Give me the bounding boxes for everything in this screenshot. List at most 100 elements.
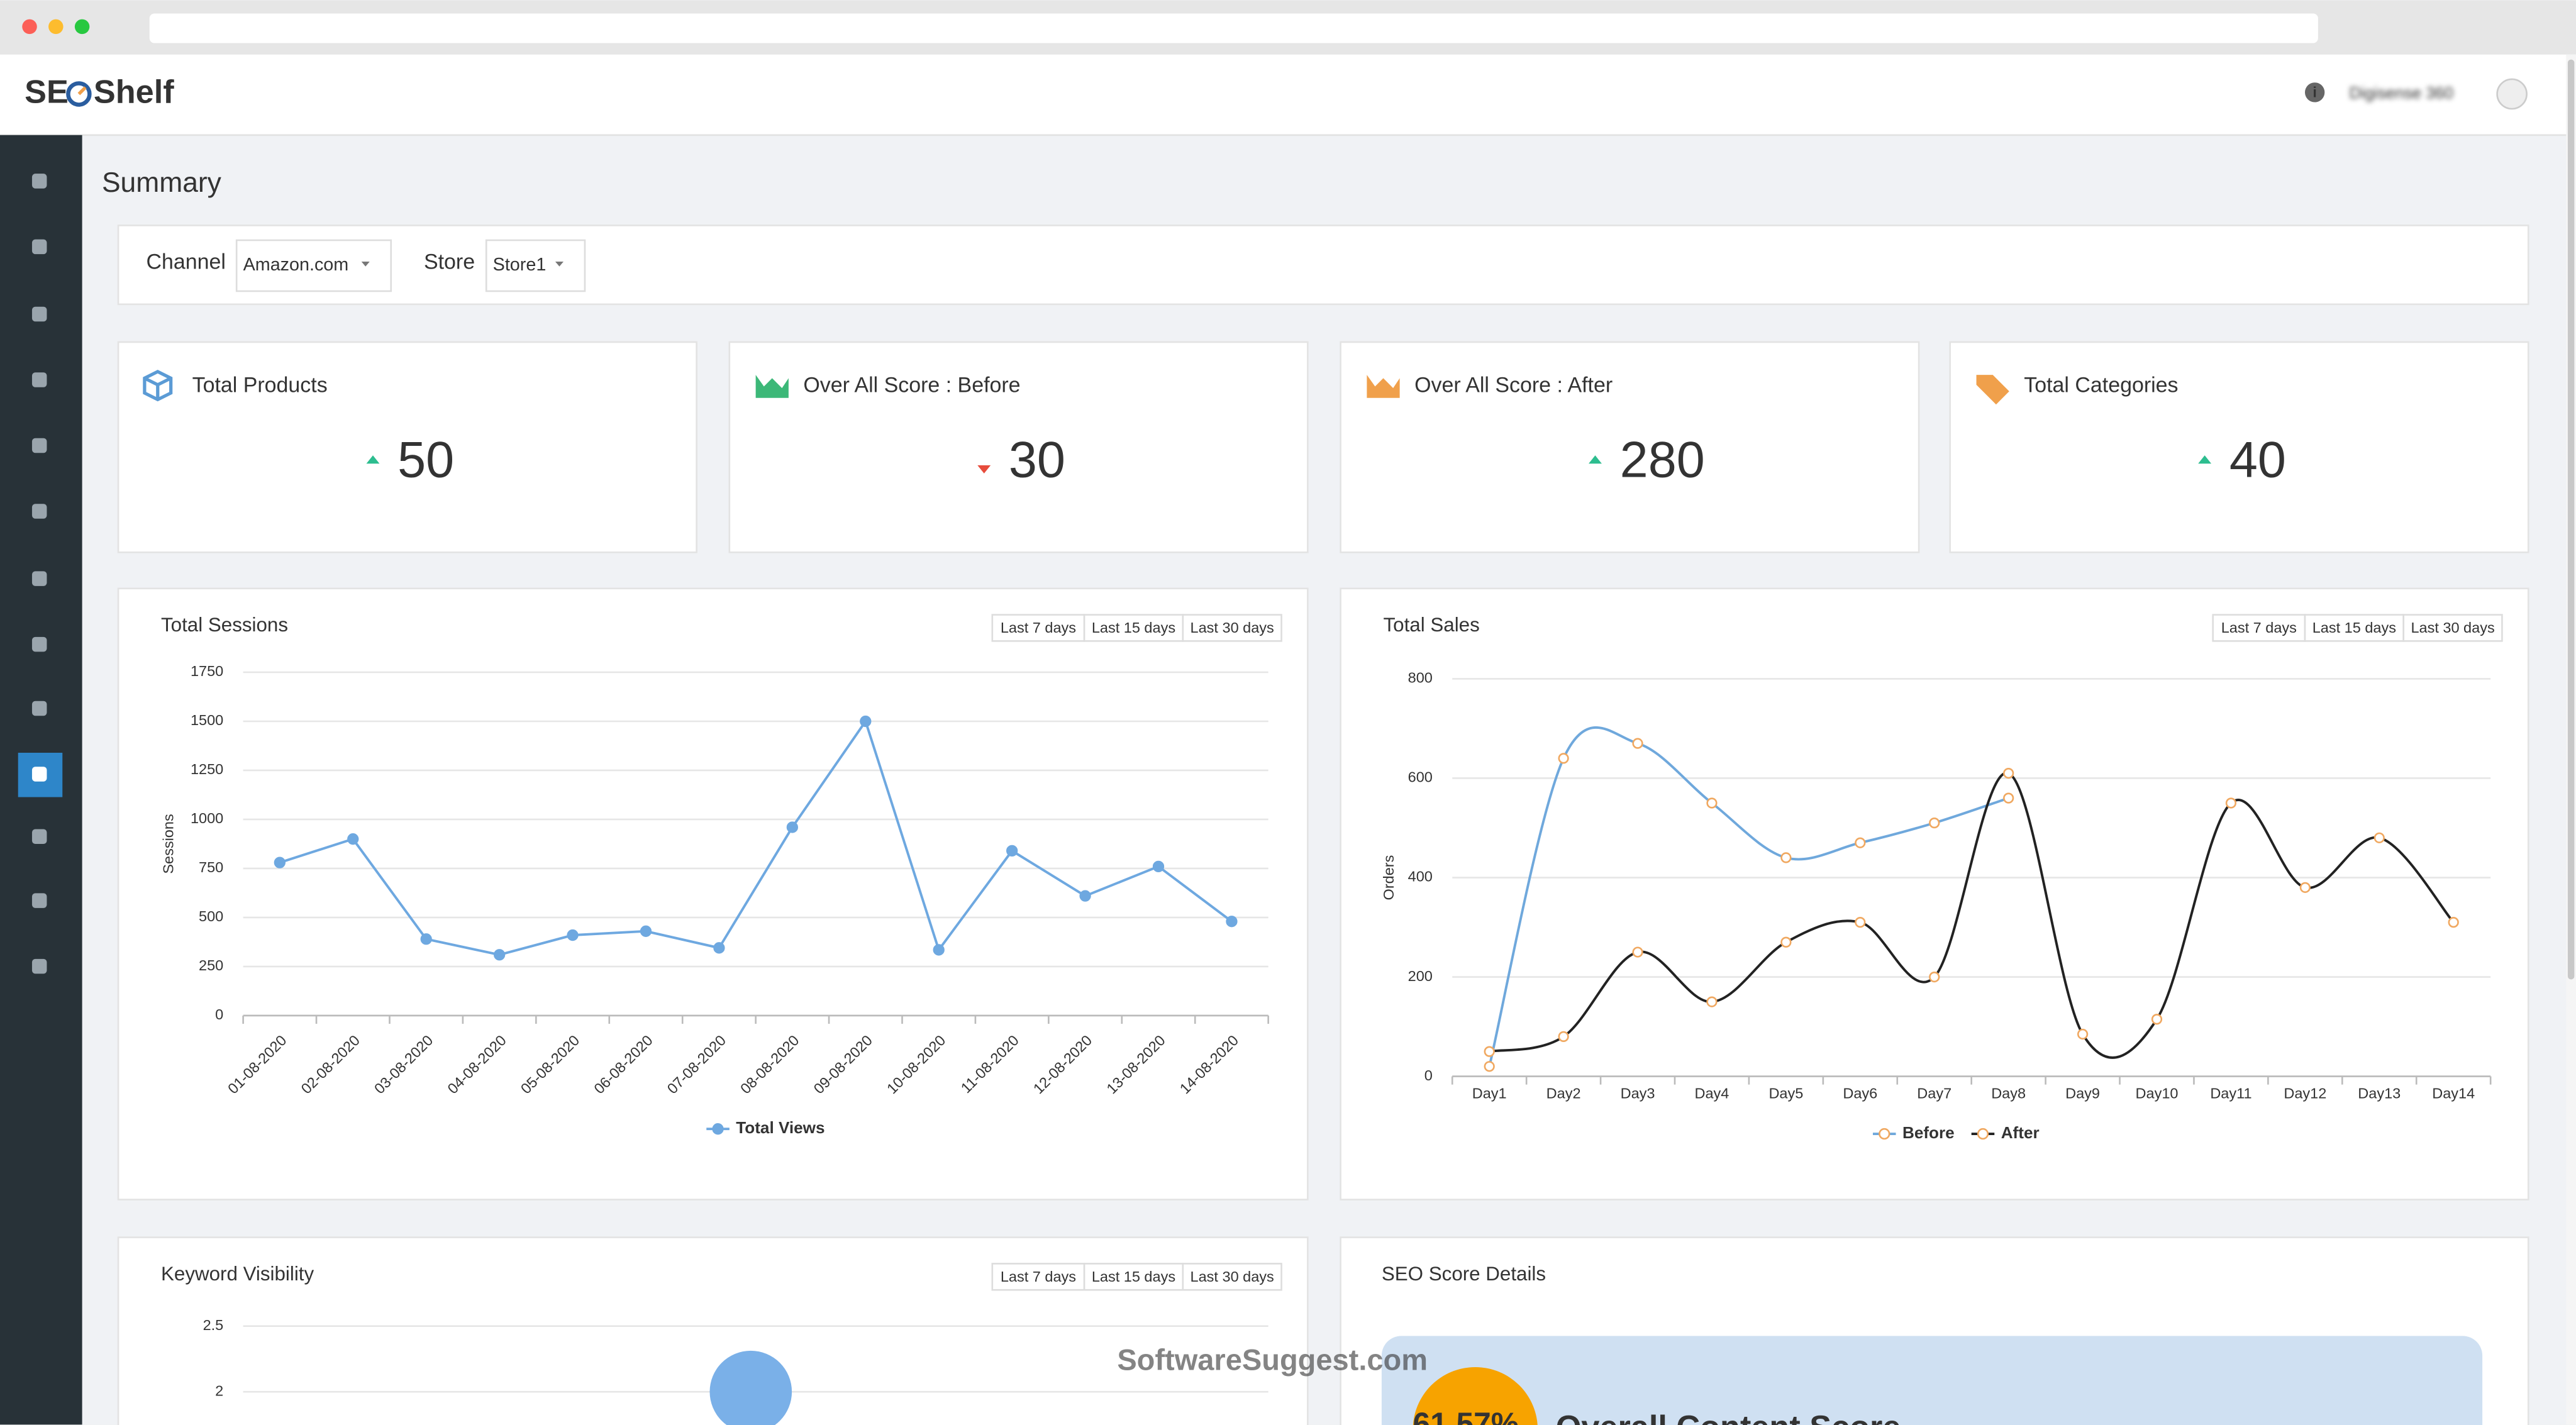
x-tick-label: Day13: [2358, 1085, 2401, 1102]
x-tick-label: Day5: [1768, 1085, 1803, 1102]
card-value: 50: [397, 432, 454, 489]
chart-title: Total Sales: [1384, 614, 1480, 636]
y-tick-label: 500: [199, 908, 223, 924]
x-tick-label: Day12: [2284, 1085, 2326, 1102]
page-title: Summary: [102, 167, 222, 198]
sidebar-icon[interactable]: [31, 701, 47, 716]
range-label: Last 7 days: [1001, 619, 1076, 636]
data-point: [713, 942, 725, 954]
card: [117, 341, 697, 553]
logo-right[interactable]: Shelf: [94, 74, 174, 110]
data-point: [567, 929, 579, 941]
data-point: [1706, 996, 1718, 1007]
filter-select[interactable]: [485, 239, 586, 292]
sidebar-icon[interactable]: [31, 438, 47, 453]
range-button[interactable]: [1182, 1263, 1282, 1291]
range-button[interactable]: [1083, 1263, 1184, 1291]
data-point: [786, 821, 798, 833]
card: [728, 341, 1309, 553]
y-tick-label: 1000: [191, 810, 223, 826]
range-button[interactable]: [2402, 614, 2503, 642]
data-point: [1855, 837, 1866, 848]
x-tick-label: Day8: [1991, 1085, 2026, 1102]
data-point: [1780, 852, 1792, 863]
trend-arrow: [2198, 455, 2212, 464]
data-point: [2448, 917, 2459, 928]
data-point: [1558, 753, 1569, 764]
data-point: [2373, 832, 2385, 843]
scrollbar-thumb[interactable]: [2567, 59, 2575, 980]
data-point: [1558, 1031, 1569, 1043]
card: [1340, 341, 1920, 553]
range-button[interactable]: [2304, 614, 2405, 642]
range-label: Last 7 days: [2221, 619, 2297, 636]
data-point: [1706, 797, 1718, 809]
data-point: [2299, 882, 2311, 893]
logo-left[interactable]: SE: [25, 74, 69, 110]
card-value: 40: [2229, 432, 2286, 489]
card-title: Total Categories: [2024, 373, 2178, 397]
close-button[interactable]: [22, 19, 37, 35]
address-bar[interactable]: [149, 13, 2318, 43]
y-tick-label: 1750: [191, 663, 223, 679]
sidebar-icon[interactable]: [31, 174, 47, 189]
sidebar-icon[interactable]: [31, 636, 47, 652]
dropdown-caret: [361, 261, 370, 267]
chart-title: Keyword Visibility: [161, 1263, 314, 1285]
card-title: Over All Score : After: [1414, 373, 1613, 397]
logo-gauge: [66, 81, 92, 107]
y-tick-label: 1500: [191, 712, 223, 728]
range-button[interactable]: [1182, 614, 1282, 642]
data-point: [640, 925, 652, 937]
legend-label: Total Views: [736, 1118, 824, 1137]
info-icon[interactable]: [2304, 82, 2325, 103]
data-point: [1929, 817, 1940, 829]
card: [1949, 341, 2529, 553]
score-circle: [1413, 1367, 1538, 1425]
data-point: [493, 949, 506, 961]
y-tick-label: 750: [199, 859, 223, 875]
maximize-button[interactable]: [74, 19, 90, 35]
x-tick-label: Day7: [1917, 1085, 1951, 1102]
sidebar-icon[interactable]: [31, 571, 47, 586]
dropdown-caret: [555, 261, 564, 267]
y-tick-label: 1250: [191, 761, 223, 777]
info-glyph: i: [2312, 84, 2317, 100]
bubble: [709, 1350, 792, 1425]
range-button[interactable]: [991, 614, 1085, 642]
sidebar-icon[interactable]: [31, 239, 47, 255]
data-point: [2077, 1028, 2089, 1040]
data-point: [1079, 890, 1091, 902]
y-tick-label: 2: [215, 1382, 223, 1399]
sidebar-icon[interactable]: [31, 504, 47, 519]
data-point: [1484, 1046, 1495, 1057]
sidebar-icon[interactable]: [31, 958, 47, 974]
data-point: [347, 833, 359, 845]
legend-marker: [1879, 1128, 1890, 1140]
data-point: [1006, 845, 1018, 857]
x-tick-label: Day14: [2432, 1085, 2475, 1102]
avatar[interactable]: [2496, 78, 2528, 110]
sidebar-icon[interactable]: [31, 306, 47, 322]
x-tick-label: Day1: [1472, 1085, 1507, 1102]
sidebar-icon[interactable]: [31, 893, 47, 908]
trend-arrow: [1589, 455, 1602, 464]
sidebar-icons: [31, 174, 47, 974]
y-tick-label: 0: [215, 1006, 223, 1023]
user-name[interactable]: Digisense 360: [2350, 83, 2453, 102]
range-label: Last 15 days: [1092, 619, 1175, 636]
minimize-button[interactable]: [48, 19, 64, 35]
sidebar-icon[interactable]: [31, 829, 47, 844]
card-icon: [1976, 375, 2009, 405]
sidebar-icon[interactable]: [31, 767, 47, 782]
sidebar-icon[interactable]: [31, 372, 47, 387]
header: [0, 54, 2576, 135]
content: Channel Amazon.com Store Store1 Total Produc…: [117, 239, 2529, 1425]
range-label: Last 30 days: [1191, 619, 1274, 636]
data-point: [2003, 792, 2014, 804]
legend-marker: [712, 1123, 724, 1135]
watermark: SoftwareSuggest.com: [1117, 1343, 1428, 1377]
card-value: 30: [1009, 432, 1065, 489]
card-icon: [1367, 375, 1400, 398]
